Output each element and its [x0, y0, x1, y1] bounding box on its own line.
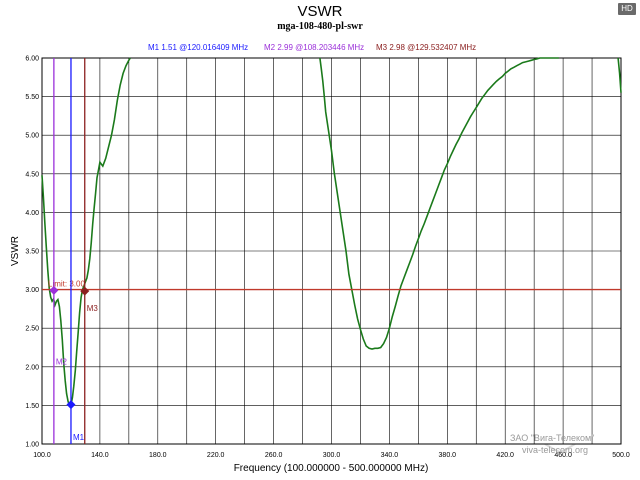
y-tick-label: 5.00	[25, 133, 39, 140]
y-tick-label: 6.00	[25, 56, 39, 63]
marker-legend-m1: M1 1.51 @120.016409 MHz	[148, 43, 248, 52]
x-tick-label: 460.0	[554, 452, 572, 459]
x-tick-label: 180.0	[149, 452, 167, 459]
watermark-site: viva-telecom.org	[522, 445, 588, 455]
y-tick-label: 1.00	[25, 442, 39, 449]
limit-label: Limit: 3.00	[48, 280, 85, 289]
y-tick-label: 2.50	[25, 326, 39, 333]
x-tick-label: 260.0	[265, 452, 283, 459]
chart-subtitle: mga-108-480-pl-swr	[277, 21, 363, 32]
y-tick-label: 5.50	[25, 94, 39, 101]
y-tick-label: 1.50	[25, 403, 39, 410]
y-tick-label: 4.00	[25, 210, 39, 217]
limit-line-group: Limit: 3.00	[42, 280, 621, 291]
x-axis-label: Frequency (100.000000 - 500.000000 MHz)	[234, 463, 429, 474]
markers: M1 M2 M3	[49, 58, 98, 444]
x-tick-label: 300.0	[323, 452, 341, 459]
vswr-trace-segment-2	[319, 57, 559, 350]
marker-point-m2	[49, 285, 59, 295]
x-tick-label: 100.0	[33, 452, 51, 459]
marker-label-m3: M3	[87, 304, 99, 313]
y-tick-label: 3.50	[25, 249, 39, 256]
watermark-company: ЗАО "Вига-Телеком"	[510, 433, 594, 443]
y-tick-label: 2.00	[25, 364, 39, 371]
x-tick-label: 380.0	[439, 452, 457, 459]
hd-badge: HD	[618, 3, 636, 15]
marker-legend: M1 1.51 @120.016409 MHz M2 2.99 @108.203…	[148, 43, 476, 52]
y-tick-label: 4.50	[25, 171, 39, 178]
x-tick-labels: 100.0 140.0 180.0 220.0 260.0 300.0 340.0 380.0…	[33, 452, 630, 459]
x-tick-label: 340.0	[381, 452, 399, 459]
marker-point-m1	[66, 400, 76, 410]
marker-legend-m2: M2 2.99 @108.203446 MHz	[264, 43, 364, 52]
vswr-trace-segment-3	[617, 57, 622, 93]
y-tick-labels: 1.00 1.50 2.00 2.50 3.00 3.50 4.00 4.50 5.00 5.50…	[25, 56, 39, 449]
marker-label-m2: M2	[56, 357, 68, 366]
x-tick-label: 140.0	[91, 452, 109, 459]
x-tick-label: 220.0	[207, 452, 225, 459]
y-tick-label: 3.00	[25, 287, 39, 294]
grid	[41, 57, 622, 445]
chart-title: VSWR	[298, 3, 343, 20]
x-tick-label: 420.0	[496, 452, 514, 459]
x-tick-label: 500.0	[612, 452, 630, 459]
y-axis-label: VSWR	[10, 236, 21, 266]
marker-legend-m3: M3 2.98 @129.532407 MHz	[376, 43, 476, 52]
marker-point-m3	[80, 286, 90, 296]
marker-label-m1: M1	[73, 433, 85, 442]
